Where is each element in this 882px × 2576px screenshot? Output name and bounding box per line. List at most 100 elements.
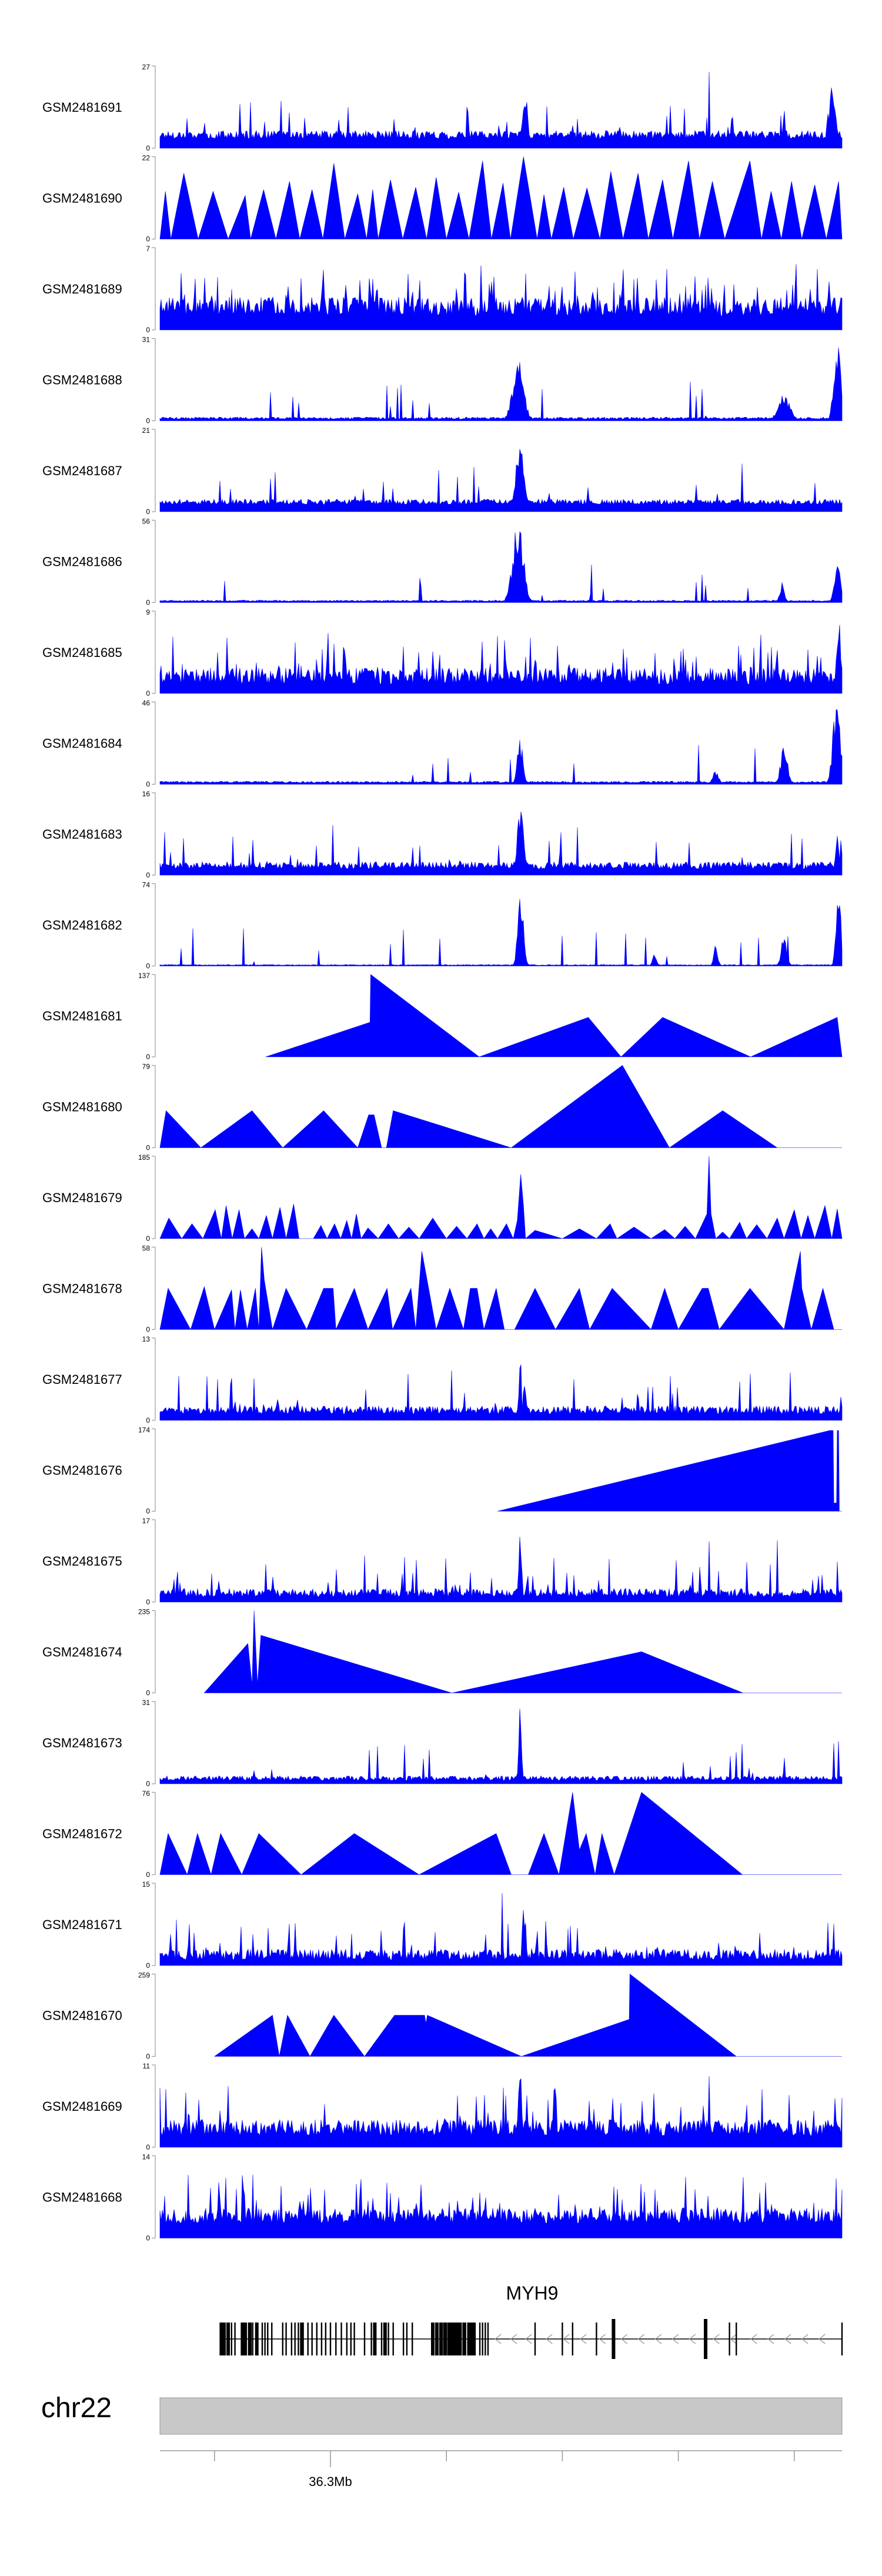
track-GSM2481668: GSM2481668 14 0 [42, 2153, 843, 2243]
y-axis-max-label: 185 [138, 1153, 150, 1162]
track-GSM2481674: GSM2481674 235 0 [42, 1608, 842, 1697]
track-label: GSM2481689 [42, 282, 122, 296]
exon [325, 2323, 327, 2355]
track-GSM2481684: GSM2481684 46 0 [42, 699, 843, 789]
track-label: GSM2481688 [42, 373, 122, 388]
track-label: GSM2481686 [42, 555, 122, 569]
y-axis-min-label: 0 [146, 871, 150, 879]
exon-thick [439, 2323, 443, 2355]
track-GSM2481686: GSM2481686 56 0 [42, 518, 843, 607]
y-axis-max-label: 14 [142, 2153, 151, 2161]
exon [562, 2323, 563, 2355]
chromosome-ideogram: chr22 36.3Mb [41, 2393, 843, 2489]
exon [346, 2323, 348, 2355]
chromosome-band [159, 2397, 843, 2435]
track-GSM2481670: GSM2481670 259 0 [42, 1971, 842, 2061]
exon [534, 2323, 536, 2355]
strand-arrow [818, 2334, 826, 2344]
exon [487, 2323, 489, 2355]
exon [294, 2323, 296, 2355]
y-axis-max-label: 56 [142, 518, 151, 526]
exon [290, 2323, 293, 2355]
y-axis-max-label: 13 [142, 1335, 151, 1343]
exon [363, 2323, 366, 2355]
exon [329, 2323, 332, 2355]
track-GSM2481671: GSM2481671 15 0 [42, 1880, 843, 1970]
exon [234, 2323, 236, 2355]
y-axis-max-label: 31 [142, 1699, 151, 1707]
y-axis-min-label: 0 [146, 1871, 150, 1879]
y-axis-min-label: 0 [146, 508, 150, 516]
y-axis-min-label: 0 [146, 1780, 150, 1788]
strand-arrow [801, 2334, 808, 2344]
strand-arrow [784, 2334, 791, 2344]
exon-thick [219, 2323, 223, 2355]
track-GSM2481685: GSM2481685 9 0 [42, 608, 843, 698]
y-axis-max-label: 58 [142, 1244, 151, 1253]
y-axis-min-label: 0 [146, 1598, 150, 1606]
exon [261, 2323, 263, 2355]
track-GSM2481680: GSM2481680 79 0 [42, 1063, 842, 1152]
exon [311, 2323, 313, 2355]
y-axis-min-label: 0 [146, 1326, 150, 1334]
gene-model-MYH9 [219, 2319, 843, 2359]
track-label: GSM2481678 [42, 1282, 122, 1296]
track-GSM2481677: GSM2481677 13 0 [42, 1335, 843, 1424]
track-label: GSM2481668 [42, 2190, 122, 2205]
exon-thick [226, 2323, 230, 2355]
strand-arrow [713, 2334, 720, 2344]
coverage-area [159, 71, 843, 149]
exon [307, 2323, 309, 2355]
track-GSM2481669: GSM2481669 11 0 [42, 2062, 843, 2151]
coverage-area [497, 1430, 842, 1511]
strand-arrow [510, 2334, 517, 2344]
strand-arrow [620, 2334, 628, 2344]
coverage-area [159, 1791, 842, 1876]
exon-thick [467, 2323, 471, 2355]
y-axis-max-label: 74 [142, 881, 151, 889]
exon-thick [222, 2323, 226, 2355]
exon-tall [704, 2319, 707, 2359]
track-GSM2481690: GSM2481690 22 0 [42, 154, 843, 243]
y-axis-max-label: 235 [138, 1608, 150, 1616]
exon-thick [458, 2323, 462, 2355]
exon [841, 2323, 843, 2355]
track-label: GSM2481670 [42, 2008, 122, 2023]
exon-thick [462, 2323, 466, 2355]
exon-tall [612, 2319, 616, 2359]
exon [485, 2323, 486, 2355]
coverage-area [159, 1156, 843, 1240]
track-label: GSM2481675 [42, 1554, 122, 1569]
y-axis-max-label: 16 [142, 790, 151, 798]
exon [267, 2323, 269, 2355]
exon-thick [383, 2323, 387, 2355]
y-axis-min-label: 0 [146, 1053, 150, 1061]
track-label: GSM2481683 [42, 827, 122, 842]
coverage-area [265, 974, 843, 1057]
coverage-area [159, 709, 843, 785]
track-GSM2481681: GSM2481681 137 0 [42, 972, 843, 1061]
y-axis-min-label: 0 [146, 144, 150, 152]
exon-thick [300, 2323, 304, 2355]
coverage-area [213, 1973, 842, 2057]
y-axis-max-label: 174 [138, 1426, 150, 1434]
exon-thick [255, 2323, 259, 2355]
strand-arrow [580, 2334, 587, 2344]
y-axis-min-label: 0 [146, 1507, 150, 1516]
y-axis-max-label: 17 [142, 1517, 151, 1525]
strand-arrow [767, 2334, 774, 2344]
exon [450, 2323, 452, 2355]
track-label: GSM2481677 [42, 1372, 122, 1387]
strand-arrow [689, 2334, 696, 2344]
coverage-area [159, 899, 843, 966]
y-axis-min-label: 0 [146, 1234, 150, 1243]
coverage-area [159, 156, 843, 240]
exon [252, 2323, 253, 2355]
exon [596, 2323, 597, 2355]
y-axis-max-label: 27 [142, 63, 151, 71]
track-label: GSM2481671 [42, 1917, 122, 1932]
exon [298, 2323, 299, 2355]
exon-thick [443, 2323, 447, 2355]
coverage-area [159, 1065, 842, 1149]
track-GSM2481673: GSM2481673 31 0 [42, 1699, 843, 1788]
